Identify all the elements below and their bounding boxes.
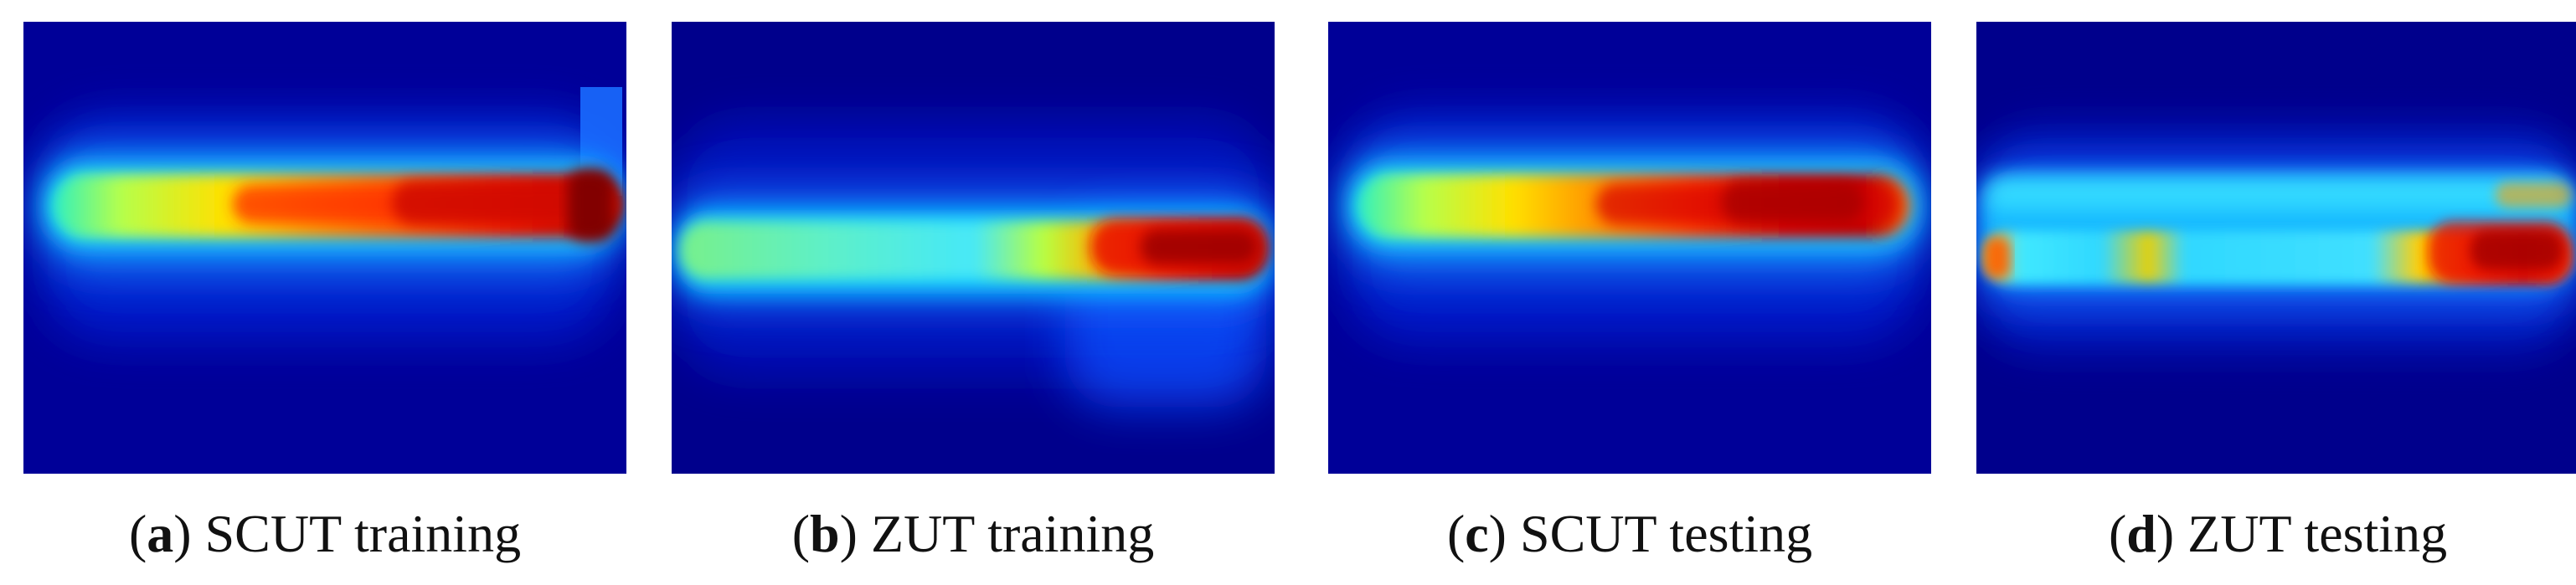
caption-c: (c) SCUT testing [1446,504,1813,563]
panel-letter: c [1465,504,1489,563]
panel-b: (b) ZUT training [672,0,1275,585]
heatmap-a [23,22,626,474]
panel-c: (c) SCUT testing [1328,0,1931,585]
panel-caption: ZUT training [870,504,1155,563]
panel-letter: a [147,504,174,563]
panel-letter: b [810,504,840,563]
caption-d: (d) ZUT testing [2108,504,2448,563]
panel-a: (a) SCUT training [23,0,626,585]
heatmap-c [1328,22,1931,474]
panel-caption: SCUT training [204,504,522,563]
heatmap-b [672,22,1275,474]
caption-b: (b) ZUT training [791,504,1155,563]
panel-caption: SCUT testing [1519,504,1813,563]
panel-d: (d) ZUT testing [1976,0,2576,585]
panel-letter: d [2126,504,2156,563]
heatmap-d [1976,22,2576,474]
caption-a: (a) SCUT training [128,504,522,563]
panel-caption: ZUT testing [2187,504,2448,563]
